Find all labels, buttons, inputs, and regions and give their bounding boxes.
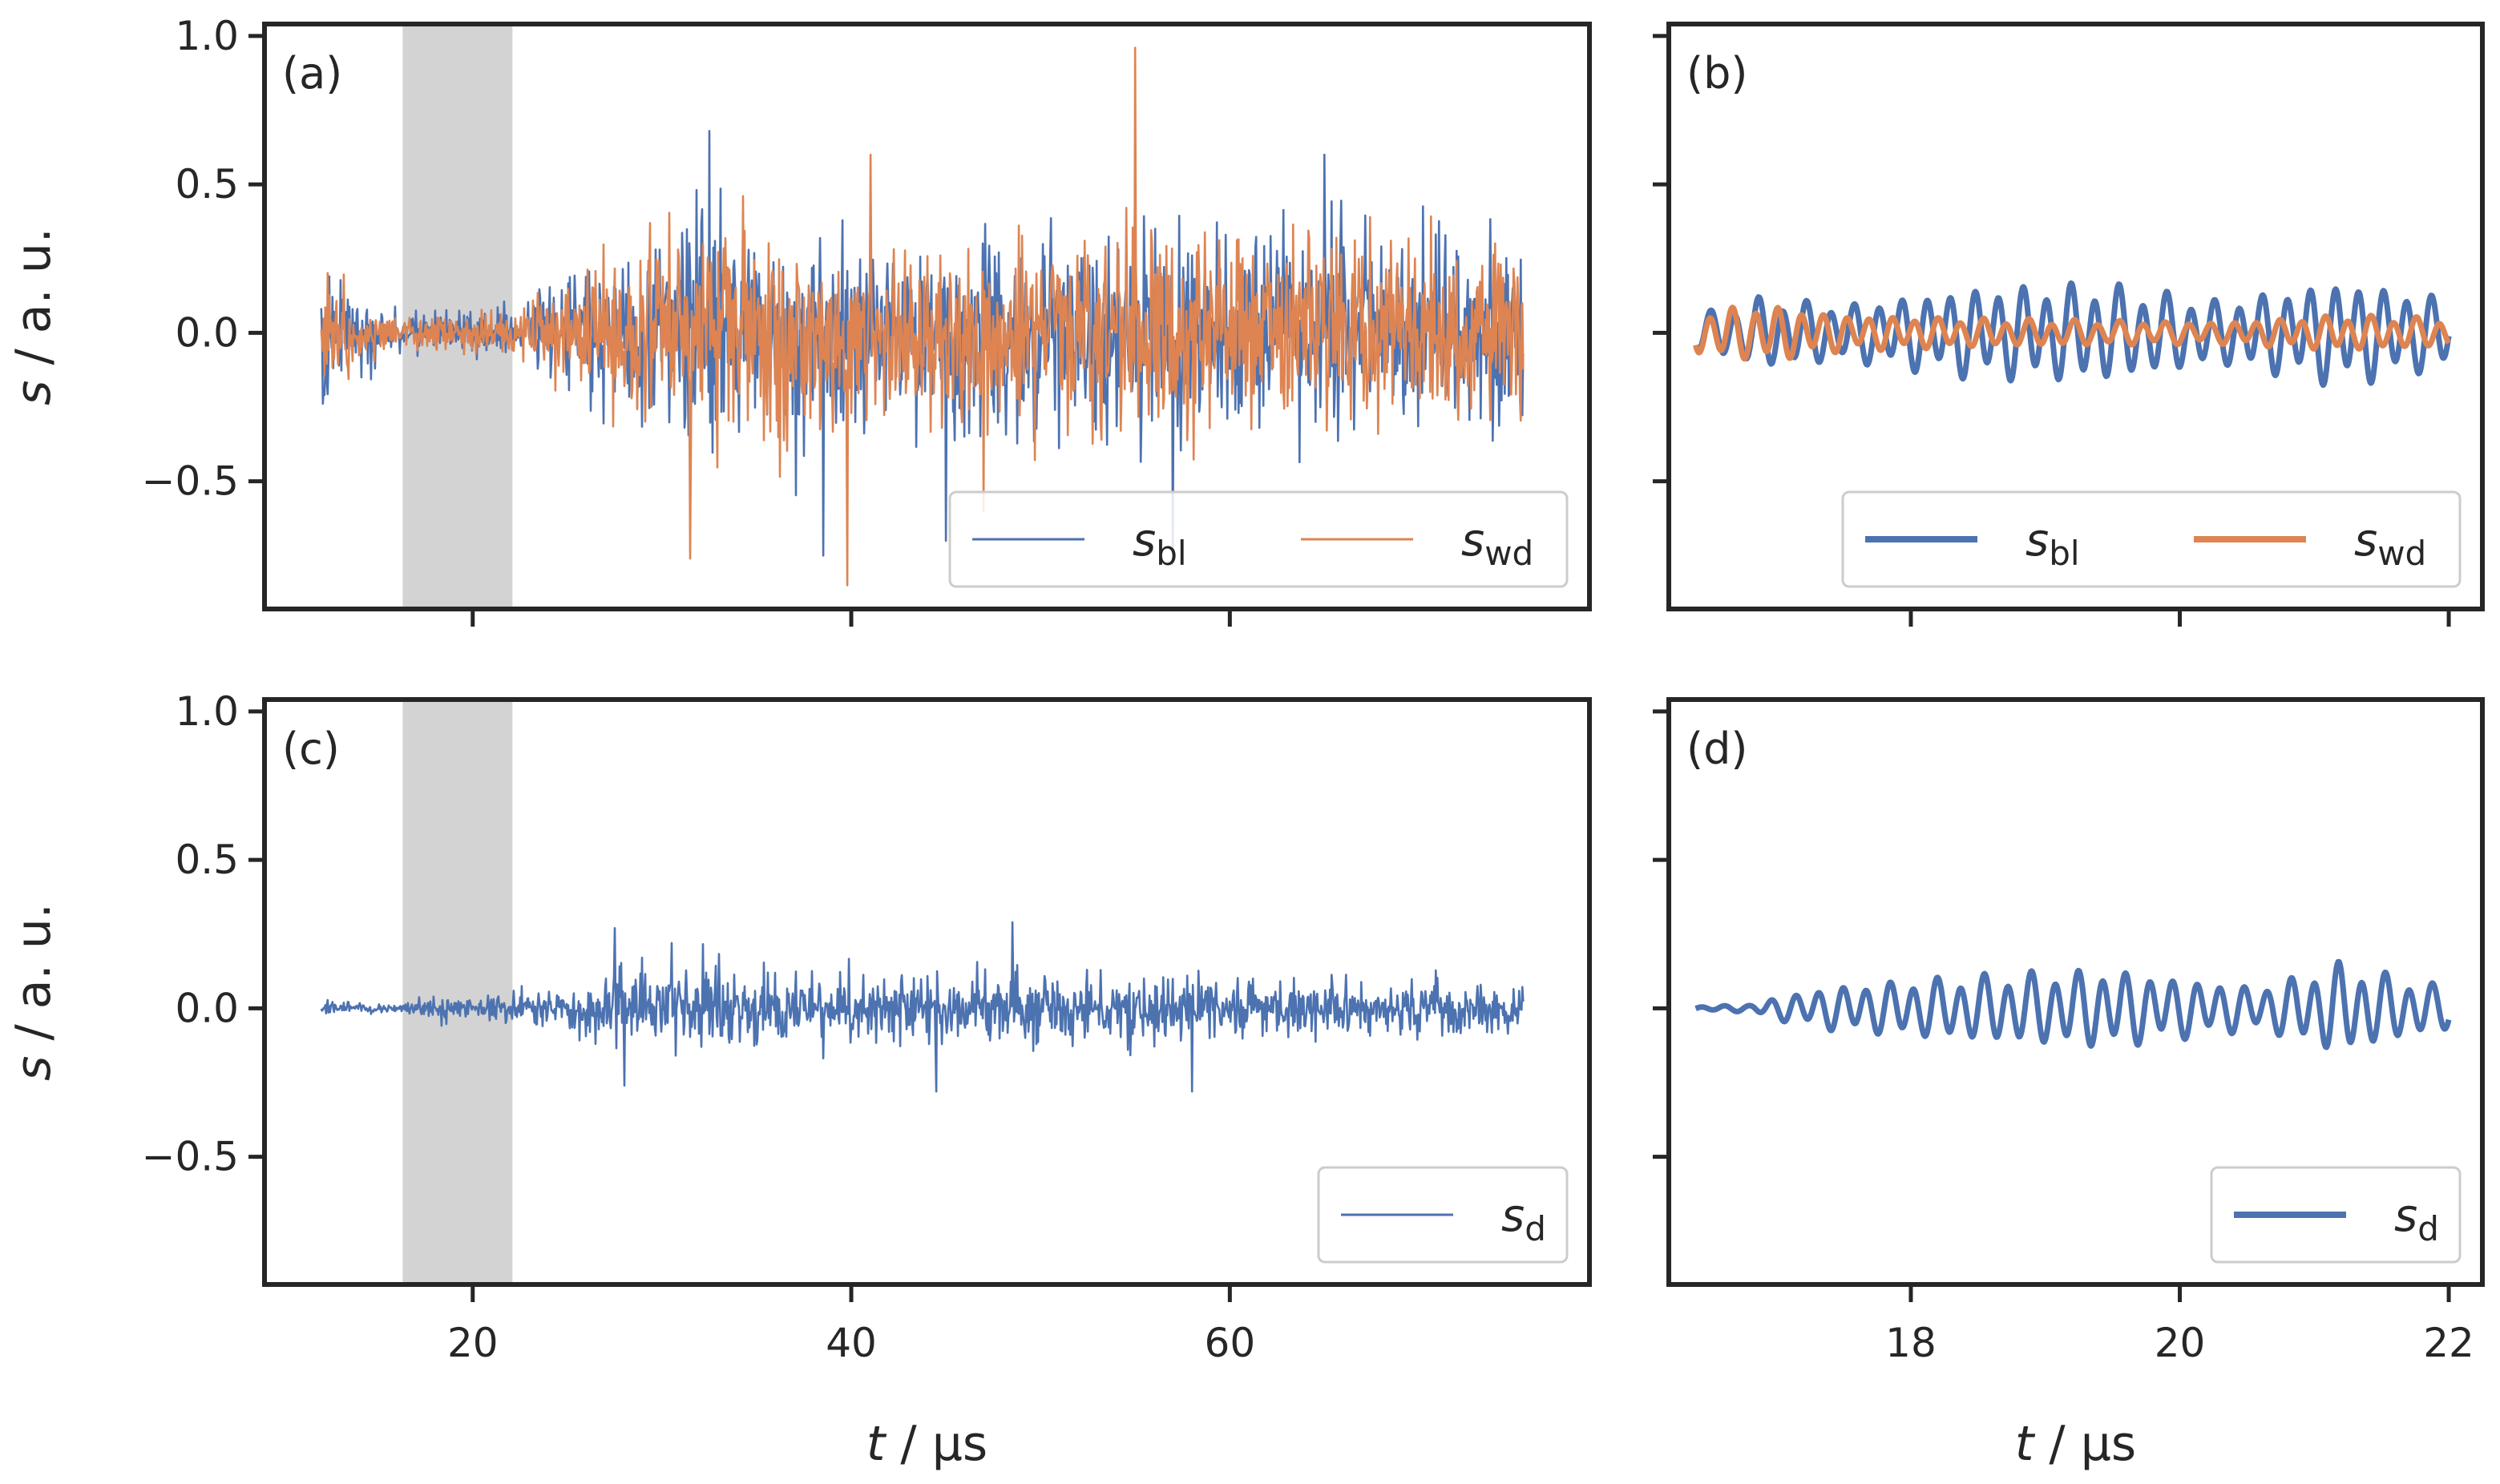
legend: sbl swd: [948, 490, 1569, 588]
legend: sd: [2210, 1166, 2462, 1264]
legend-label-s_bl: sbl: [2025, 514, 2080, 573]
series-line-s_wd: [1693, 304, 2452, 362]
x-tick-label: 20: [2155, 1320, 2206, 1366]
y-tick-label: 0.0: [175, 985, 239, 1031]
x-tick-label: 40: [826, 1320, 877, 1366]
shaded-region: [402, 700, 513, 1284]
series-line-s_d: [1694, 958, 2452, 1050]
legend-label-s_wd: swd: [1461, 514, 1533, 573]
legend-label-s_d: sd: [1501, 1190, 1546, 1248]
shaded-region: [402, 24, 513, 609]
axes-frame: [262, 22, 1592, 611]
axes-frame: [1666, 697, 2485, 1287]
y-tick-label: 0.5: [175, 161, 239, 208]
panel-label: (b): [1686, 48, 1747, 99]
y-tick-label: −0.5: [142, 1134, 239, 1180]
y-tick-label: 1.0: [175, 13, 239, 59]
panel-c: 1.0 0.5 0.0 −0.5 20 40 60 (c) s / a. u. t / µs sd: [6, 688, 1592, 1472]
y-tick-label: 1.0: [175, 688, 239, 735]
x-axis-label: t / µs: [2015, 1416, 2136, 1472]
x-tick-label: 18: [1885, 1320, 1937, 1366]
x-tick-label: 60: [1205, 1320, 1256, 1366]
y-axis-label: s / a. u.: [6, 228, 62, 405]
series-line-s_d: [320, 921, 1525, 1093]
y-tick-label: −0.5: [142, 458, 239, 505]
y-axis-label: s / a. u.: [6, 903, 62, 1081]
legend-label-s_bl: sbl: [1133, 514, 1187, 573]
panel-label: (c): [282, 724, 340, 774]
y-tick-label: 0.5: [175, 837, 239, 883]
axes-frame: [262, 697, 1592, 1287]
legend: sbl swd: [1841, 490, 2462, 588]
panel-label: (d): [1686, 724, 1747, 774]
y-tick-label: 0.0: [175, 309, 239, 356]
panel-d: 18 20 22 (d) t / µs sd: [1653, 697, 2485, 1472]
panel-label: (a): [282, 48, 342, 99]
panel-a: 1.0 0.5 0.0 −0.5 (a) s / a. u. sbl swd: [6, 13, 1592, 627]
x-axis-label: t / µs: [866, 1416, 987, 1472]
legend: sd: [1317, 1166, 1569, 1264]
series-line-s_wd: [320, 46, 1525, 587]
series-line-s_bl: [1693, 280, 2452, 389]
legend-label-s_wd: swd: [2354, 514, 2426, 573]
x-tick-label: 20: [447, 1320, 499, 1366]
legend-label-s_d: sd: [2394, 1190, 2439, 1248]
axes-frame: [1666, 22, 2485, 611]
panel-b: (b) sbl swd: [1653, 22, 2485, 627]
x-tick-label: 22: [2423, 1320, 2474, 1366]
